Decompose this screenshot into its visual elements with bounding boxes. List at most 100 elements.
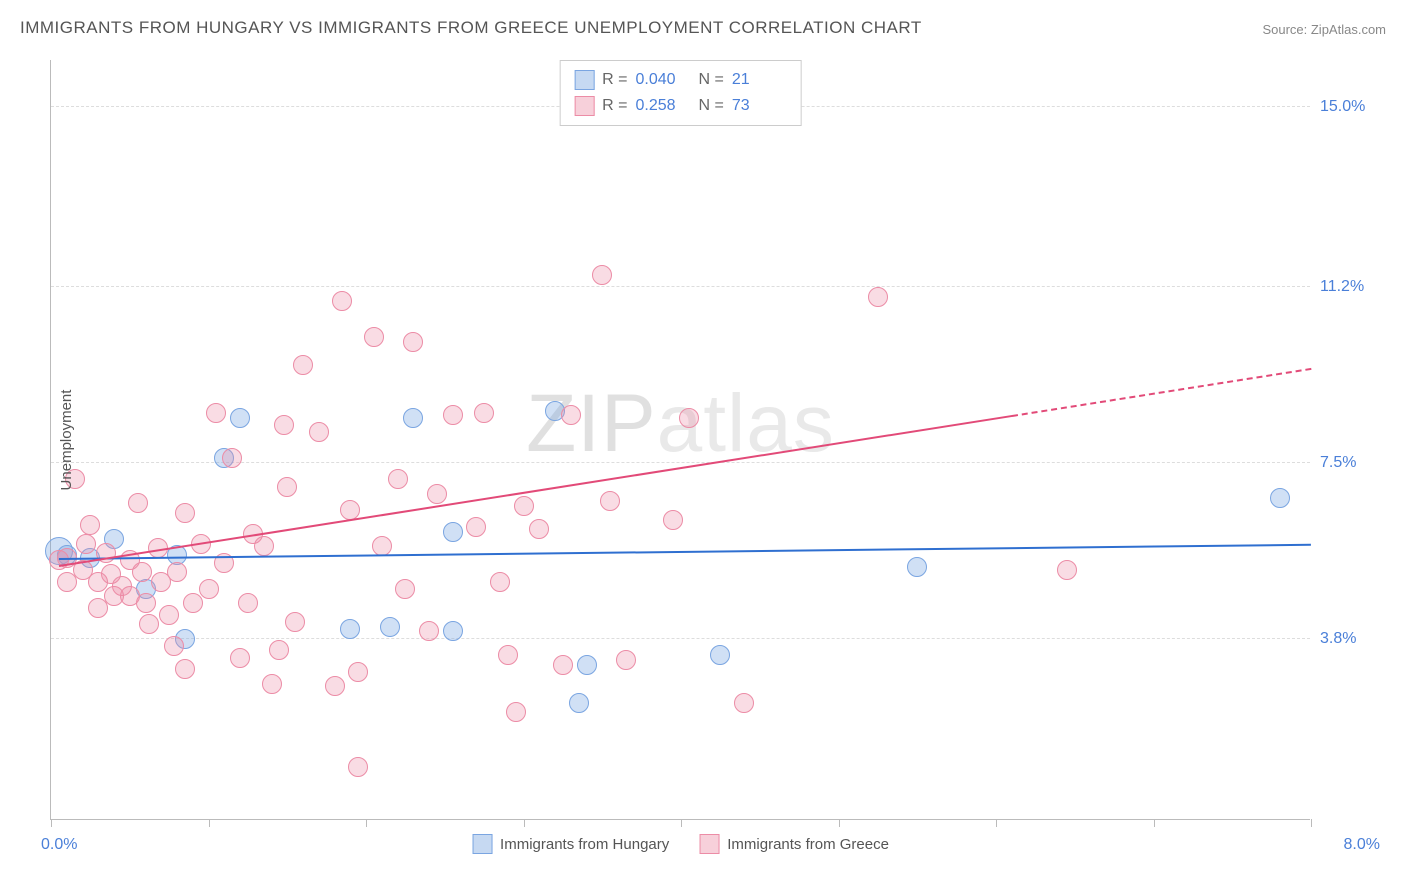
point-greece (183, 593, 203, 613)
point-greece (269, 640, 289, 660)
x-axis-max-label: 8.0% (1344, 836, 1380, 854)
point-greece (403, 332, 423, 352)
point-hungary (340, 619, 360, 639)
swatch-greece-icon (699, 834, 719, 854)
point-hungary (907, 557, 927, 577)
point-hungary (380, 617, 400, 637)
r-label: R = (602, 67, 627, 93)
point-greece (128, 493, 148, 513)
y-tick-label: 7.5% (1320, 454, 1390, 472)
point-greece (175, 659, 195, 679)
point-greece (443, 405, 463, 425)
gridline (51, 286, 1310, 287)
bottom-legend-item-greece: Immigrants from Greece (699, 834, 889, 854)
chart-title: IMMIGRANTS FROM HUNGARY VS IMMIGRANTS FR… (20, 18, 922, 38)
point-greece (529, 519, 549, 539)
point-greece (395, 579, 415, 599)
x-tick-mark (209, 819, 210, 827)
point-hungary (710, 645, 730, 665)
point-greece (332, 291, 352, 311)
y-tick-label: 15.0% (1320, 98, 1390, 116)
point-greece (419, 621, 439, 641)
point-greece (274, 415, 294, 435)
point-hungary (403, 408, 423, 428)
point-greece (76, 534, 96, 554)
point-greece (663, 510, 683, 530)
y-tick-label: 3.8% (1320, 630, 1390, 648)
point-greece (164, 636, 184, 656)
point-greece (277, 477, 297, 497)
x-tick-mark (51, 819, 52, 827)
bottom-legend-item-hungary: Immigrants from Hungary (472, 834, 669, 854)
stats-legend-row-hungary: R = 0.040 N = 21 (574, 67, 787, 93)
point-greece (80, 515, 100, 535)
stats-legend-row-greece: R = 0.258 N = 73 (574, 93, 787, 119)
point-greece (553, 655, 573, 675)
n-value-greece: 73 (732, 93, 787, 119)
x-tick-mark (996, 819, 997, 827)
swatch-greece (574, 96, 594, 116)
point-greece (474, 403, 494, 423)
bottom-legend: Immigrants from Hungary Immigrants from … (472, 834, 889, 854)
r-value-hungary: 0.040 (636, 67, 691, 93)
point-greece (238, 593, 258, 613)
point-hungary (577, 655, 597, 675)
point-greece (309, 422, 329, 442)
r-label: R = (602, 93, 627, 119)
point-greece (159, 605, 179, 625)
point-greece (167, 562, 187, 582)
x-axis-min-label: 0.0% (41, 836, 77, 854)
source-label: Source: ZipAtlas.com (1262, 22, 1386, 37)
point-greece (498, 645, 518, 665)
point-hungary (443, 522, 463, 542)
point-greece (175, 503, 195, 523)
x-tick-mark (839, 819, 840, 827)
point-greece (506, 702, 526, 722)
point-greece (616, 650, 636, 670)
n-label: N = (699, 93, 724, 119)
point-greece (592, 265, 612, 285)
point-greece (199, 579, 219, 599)
point-greece (136, 593, 156, 613)
point-hungary (569, 693, 589, 713)
point-greece (325, 676, 345, 696)
point-greece (600, 491, 620, 511)
x-tick-mark (1154, 819, 1155, 827)
x-tick-mark (366, 819, 367, 827)
x-tick-mark (524, 819, 525, 827)
point-greece (1057, 560, 1077, 580)
point-hungary (1270, 488, 1290, 508)
point-greece (734, 693, 754, 713)
trend-hungary (59, 544, 1311, 560)
point-greece (348, 757, 368, 777)
y-tick-label: 11.2% (1320, 278, 1390, 296)
n-label: N = (699, 67, 724, 93)
swatch-hungary (574, 70, 594, 90)
point-greece (372, 536, 392, 556)
point-greece (427, 484, 447, 504)
point-greece (254, 536, 274, 556)
point-greece (561, 405, 581, 425)
r-value-greece: 0.258 (636, 93, 691, 119)
watermark-part1: ZIP (526, 378, 657, 469)
point-greece (293, 355, 313, 375)
point-greece (514, 496, 534, 516)
trend-greece (1012, 368, 1312, 417)
point-greece (388, 469, 408, 489)
plot-area: ZIPatlas 3.8%7.5%11.2%15.0% Unemployment… (50, 60, 1310, 820)
point-greece (679, 408, 699, 428)
y-axis-label: Unemployment (58, 389, 75, 490)
bottom-legend-label-greece: Immigrants from Greece (727, 836, 889, 853)
point-greece (222, 448, 242, 468)
n-value-hungary: 21 (732, 67, 787, 93)
gridline (51, 638, 1310, 639)
trend-greece (59, 415, 1012, 567)
point-greece (490, 572, 510, 592)
point-greece (206, 403, 226, 423)
point-greece (868, 287, 888, 307)
point-hungary (443, 621, 463, 641)
point-greece (348, 662, 368, 682)
swatch-hungary-icon (472, 834, 492, 854)
point-greece (262, 674, 282, 694)
point-greece (132, 562, 152, 582)
